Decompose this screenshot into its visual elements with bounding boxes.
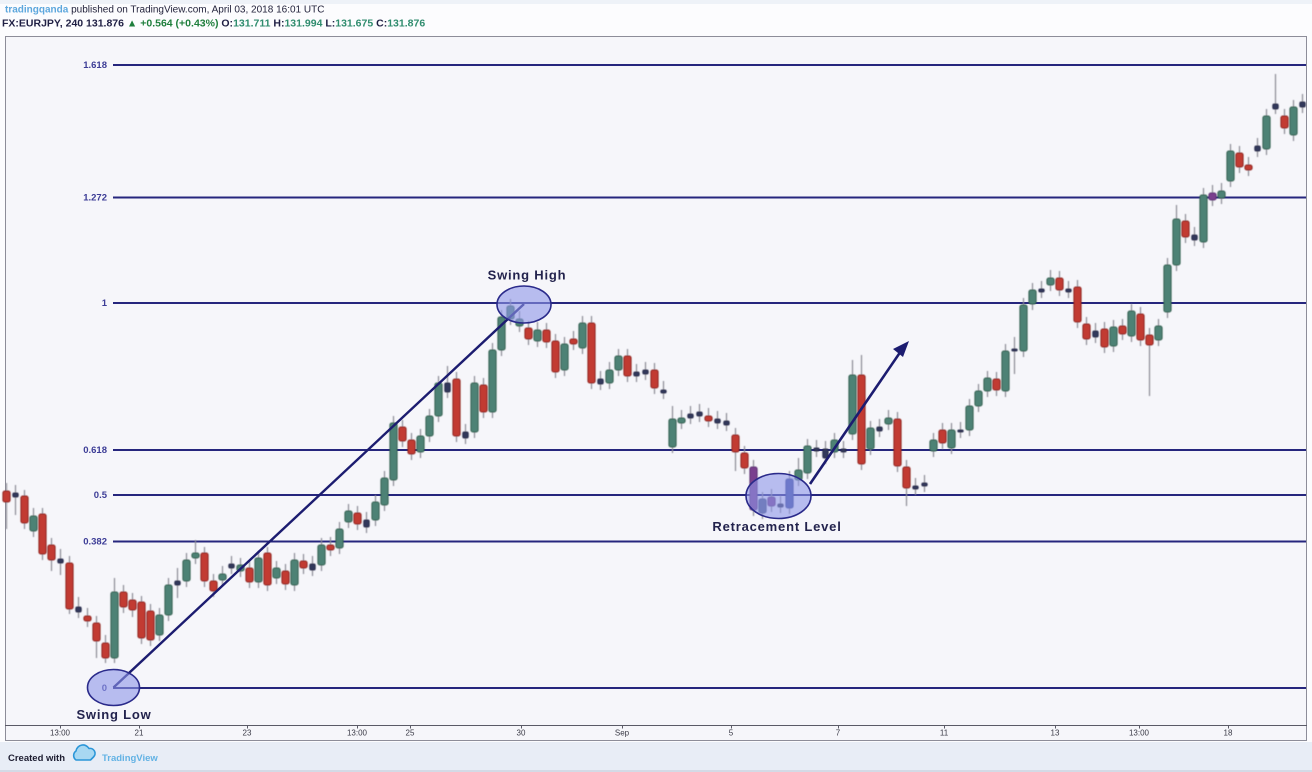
- svg-text:21: 21: [135, 729, 144, 738]
- svg-text:TradingView: TradingView: [102, 753, 158, 764]
- svg-text:11: 11: [940, 729, 949, 738]
- svg-text:Sep: Sep: [615, 729, 630, 738]
- svg-text:1: 1: [102, 298, 108, 309]
- svg-text:18: 18: [1224, 729, 1233, 738]
- svg-text:0.618: 0.618: [83, 445, 107, 456]
- svg-text:30: 30: [517, 729, 526, 738]
- svg-text:tradingqanda published on Trad: tradingqanda published on TradingView.co…: [5, 5, 324, 16]
- svg-text:1.272: 1.272: [83, 193, 107, 204]
- svg-text:Retracement Level: Retracement Level: [712, 519, 841, 534]
- svg-text:0.382: 0.382: [83, 537, 107, 548]
- svg-text:Created with: Created with: [8, 753, 65, 764]
- svg-text:13:00: 13:00: [347, 729, 368, 738]
- svg-text:5: 5: [729, 729, 734, 738]
- svg-text:0.5: 0.5: [94, 490, 108, 501]
- svg-text:Swing Low: Swing Low: [76, 707, 151, 722]
- svg-text:13:00: 13:00: [50, 729, 71, 738]
- svg-text:13: 13: [1051, 729, 1060, 738]
- svg-text:7: 7: [836, 729, 841, 738]
- svg-text:23: 23: [243, 729, 252, 738]
- svg-text:13:00: 13:00: [1129, 729, 1150, 738]
- svg-text:Swing High: Swing High: [488, 268, 567, 283]
- svg-text:FX:EURJPY, 240 131.876 ▲ +0.56: FX:EURJPY, 240 131.876 ▲ +0.564 (+0.43%)…: [2, 17, 425, 29]
- svg-text:25: 25: [406, 729, 415, 738]
- svg-text:1.618: 1.618: [83, 60, 107, 71]
